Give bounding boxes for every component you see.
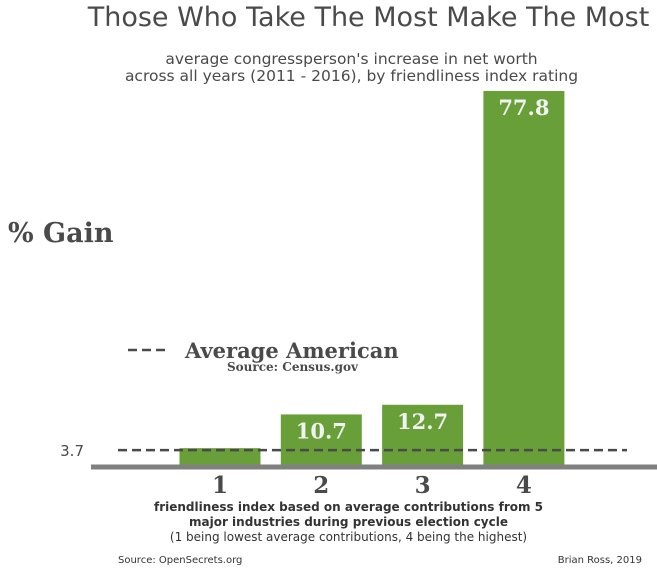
reference-line-layer: 3.7 [60, 442, 627, 460]
chart-subtitle-line1: average congressperson's increase in net… [165, 50, 538, 68]
footer-source: Source: OpenSecrets.org [118, 555, 243, 566]
x-tick-label-1: 1 [212, 472, 228, 499]
data-label-4: 77.8 [498, 95, 549, 120]
labels-layer: 10.7 12.7 77.8 [296, 95, 550, 443]
legend: Average American Source: Census.gov [128, 338, 399, 374]
axis-layer: 1 2 3 4 [91, 464, 657, 499]
x-tick-label-3: 3 [415, 472, 431, 499]
chart-title: Those Who Take The Most Make The Most [87, 2, 650, 33]
bars-layer [179, 91, 565, 466]
bar-3 [382, 404, 464, 466]
footer-author: Brian Ross, 2019 [557, 555, 642, 566]
x-axis-label-line2: major industries during previous electio… [189, 515, 508, 529]
bar-2 [280, 414, 362, 466]
data-label-3: 12.7 [397, 409, 448, 434]
legend-source: Source: Census.gov [227, 360, 359, 374]
data-label-2: 10.7 [296, 418, 347, 443]
legend-label: Average American [184, 338, 399, 363]
y-axis-label: % Gain [8, 218, 114, 249]
reference-line-value-label: 3.7 [60, 442, 84, 460]
bar-1 [179, 448, 261, 466]
x-axis-label-line1: friendliness index based on average cont… [153, 500, 544, 514]
x-axis-label-line3: (1 being lowest average contributions, 4… [169, 530, 528, 544]
x-tick-label-2: 2 [313, 472, 329, 499]
x-tick-label-4: 4 [516, 472, 532, 499]
bar-4 [483, 91, 565, 466]
chart-subtitle-line2: across all years (2011 - 2016), by frien… [124, 67, 579, 85]
